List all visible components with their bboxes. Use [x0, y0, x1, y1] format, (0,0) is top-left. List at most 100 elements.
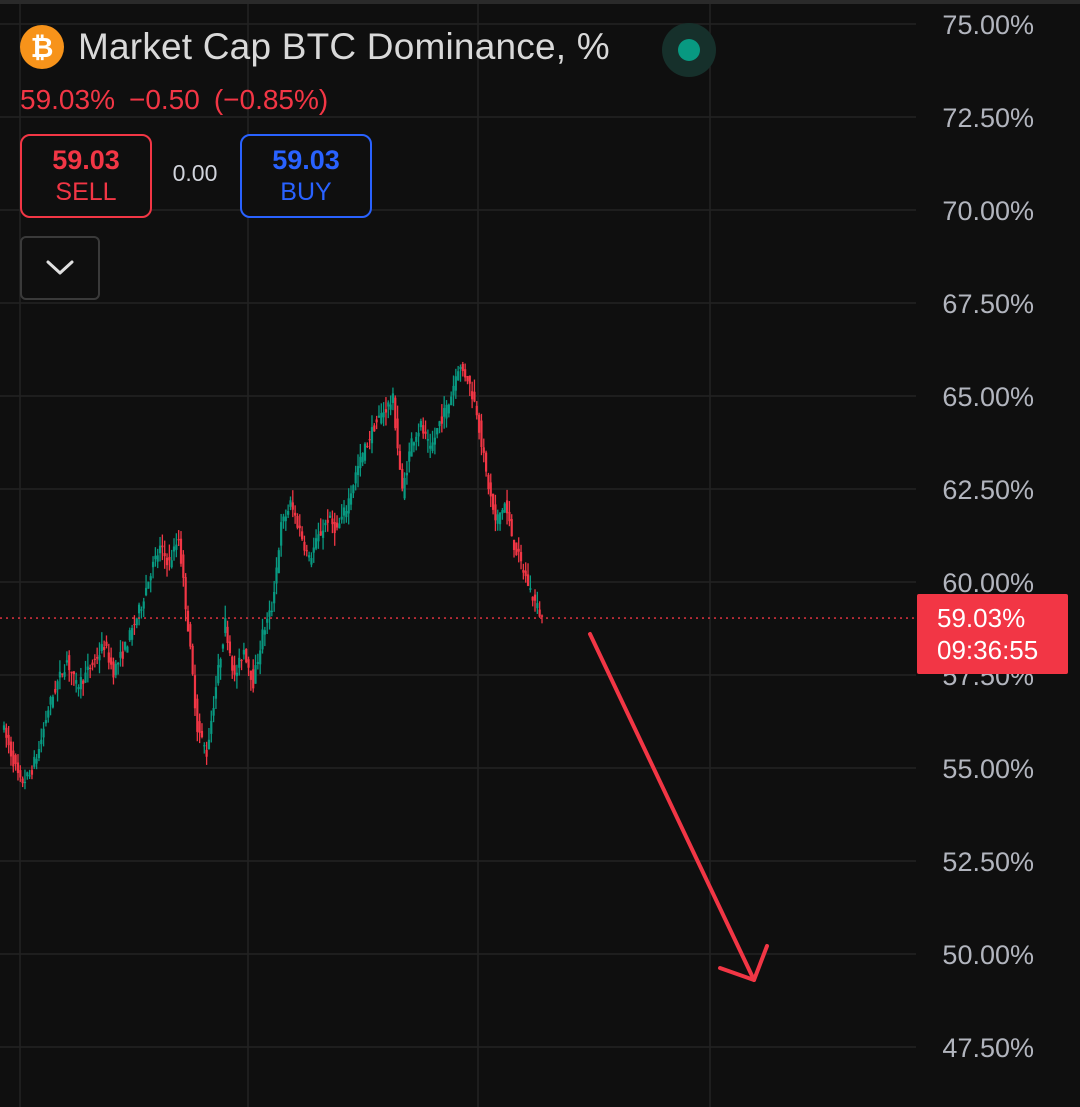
candle-body	[517, 548, 520, 552]
candle-body	[261, 629, 264, 650]
candle-body	[498, 512, 502, 525]
y-axis-tick-label: 67.50%	[942, 289, 1034, 319]
candle-body	[21, 778, 24, 784]
candle-body	[349, 493, 353, 505]
candle-body	[436, 428, 439, 435]
candle-body	[310, 557, 313, 565]
candle-body	[496, 514, 499, 524]
candle-body	[533, 594, 537, 601]
candle-body	[347, 498, 350, 514]
collapse-legend-button[interactable]	[20, 236, 100, 300]
candle-body	[65, 660, 68, 663]
candle-body	[128, 630, 131, 641]
candle-body	[268, 610, 271, 617]
candle-body	[224, 618, 227, 633]
candle-body	[340, 516, 343, 520]
candle-body	[103, 647, 106, 650]
candle-body	[210, 720, 213, 734]
title-row: ₿ Market Cap BTC Dominance, %	[20, 24, 610, 70]
candle-body	[172, 546, 176, 552]
candle-body	[191, 645, 194, 675]
candle-body	[7, 734, 10, 746]
candle-body	[165, 557, 169, 566]
y-axis-tick-label: 65.00%	[942, 382, 1034, 412]
candle-body	[494, 504, 497, 521]
candle-body	[501, 509, 504, 514]
candle-body	[47, 710, 50, 718]
candle-body	[440, 416, 443, 424]
candle-body	[233, 665, 236, 675]
candle-body	[163, 553, 166, 557]
candle-body	[245, 649, 248, 663]
candle-body	[366, 445, 369, 448]
candle-body	[68, 655, 71, 671]
candle-body	[426, 439, 429, 441]
spread-value: 0.00	[172, 160, 218, 186]
candle-body	[398, 451, 402, 470]
candle-body	[124, 641, 127, 650]
candle-body	[326, 519, 329, 523]
sell-button[interactable]: 59.03 SELL	[20, 134, 152, 218]
candle-body	[79, 677, 82, 690]
candle-body	[58, 671, 61, 678]
bar-countdown: 09:36:55	[937, 635, 1039, 665]
candle-body	[105, 641, 108, 646]
candle-body	[335, 522, 339, 528]
y-axis-tick-label: 50.00%	[942, 940, 1034, 970]
bitcoin-icon[interactable]: ₿	[20, 25, 64, 69]
candle-body	[207, 739, 211, 750]
candle-body	[491, 493, 495, 510]
candle-body	[86, 666, 89, 671]
candle-body	[433, 437, 436, 445]
candle-body	[317, 534, 320, 542]
candle-body	[28, 775, 31, 777]
candle-body	[203, 745, 206, 747]
candle-body	[459, 366, 462, 370]
candle-body	[282, 516, 285, 522]
candle-body	[412, 442, 416, 446]
candle-body	[380, 413, 383, 424]
candle-body	[540, 615, 544, 617]
candle-body	[450, 396, 453, 406]
candle-body	[303, 541, 306, 551]
candle-body	[256, 662, 259, 664]
top-border	[0, 0, 1080, 4]
candle-body	[422, 425, 425, 434]
change-percent: (−0.85%)	[213, 84, 329, 115]
candle-body	[510, 519, 513, 537]
candle-body	[515, 542, 518, 556]
candle-body	[443, 408, 446, 417]
candle-body	[263, 630, 266, 635]
candle-body	[238, 657, 241, 668]
candle-body	[524, 570, 527, 577]
candle-body	[231, 656, 234, 671]
candle-body	[107, 652, 110, 663]
candle-body	[529, 588, 532, 590]
candle-body	[193, 675, 197, 709]
trend-arrow-shaft	[588, 632, 756, 982]
buy-button[interactable]: 59.03 BUY	[240, 134, 372, 218]
candle-body	[140, 609, 143, 611]
candle-body	[424, 431, 427, 434]
candle-body	[40, 739, 43, 745]
candle-body	[345, 510, 348, 518]
candle-body	[93, 658, 96, 661]
candle-body	[461, 364, 464, 372]
candle-body	[33, 756, 36, 767]
candle-body	[182, 554, 185, 578]
symbol-title[interactable]: Market Cap BTC Dominance, %	[78, 26, 610, 67]
candle-body	[186, 610, 190, 632]
market-status-indicator[interactable]	[662, 23, 716, 77]
candle-body	[14, 755, 17, 764]
candle-body	[126, 646, 129, 653]
y-axis-tick-label: 52.50%	[942, 847, 1034, 877]
candle-body	[301, 531, 304, 540]
candle-body	[114, 663, 117, 676]
candle-body	[464, 369, 467, 378]
candle-body	[135, 618, 138, 626]
candle-body	[296, 515, 299, 528]
candle-body	[445, 404, 448, 419]
candle-body	[175, 544, 178, 550]
candle-body	[394, 397, 397, 429]
